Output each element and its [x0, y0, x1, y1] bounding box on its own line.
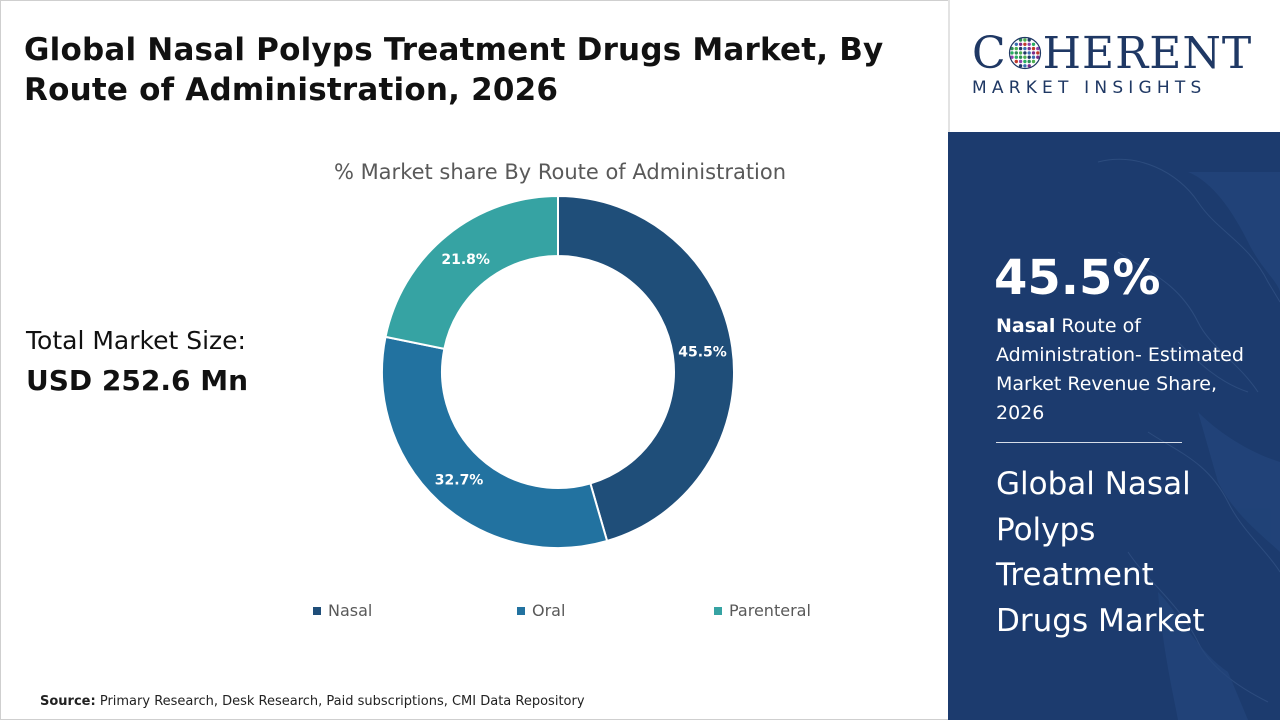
market-name: Global Nasal Polyps Treatment Drugs Mark…	[996, 466, 1205, 639]
highlight-description: Nasal Route of Administration- Estimated…	[996, 312, 1266, 428]
legend-swatch	[714, 606, 722, 615]
source-text: Primary Research, Desk Research, Paid su…	[99, 694, 585, 709]
legend-item-parenteral: Parenteral	[714, 601, 811, 620]
legend-swatch	[517, 606, 525, 615]
info-panel: C HERENT MARKET INSIGHTS 45.5% Nasal Rout…	[948, 0, 1280, 720]
page-title: Global Nasal Polyps Treatment Drugs Mark…	[24, 32, 884, 108]
source-note: Source: Primary Research, Desk Research,…	[40, 694, 585, 709]
logo-letters-herent: HERENT	[1042, 28, 1253, 79]
legend-label: Nasal	[328, 601, 373, 620]
highlight-segment-name: Nasal	[996, 315, 1056, 337]
source-label: Source:	[40, 694, 96, 709]
divider-line	[996, 442, 1182, 443]
logo-wordmark: C HERENT	[972, 30, 1252, 78]
logo-globe-icon	[1008, 36, 1041, 70]
logo-letter-c: C	[972, 28, 1007, 79]
legend-label: Parenteral	[729, 601, 811, 620]
donut-label-nasal: 45.5%	[678, 344, 727, 360]
brand-logo: C HERENT MARKET INSIGHTS	[948, 0, 1280, 132]
total-market-size-value: USD 252.6 Mn	[26, 364, 249, 397]
legend-item-oral: Oral	[517, 601, 565, 620]
donut-slice-parenteral	[384, 194, 559, 351]
legend-item-nasal: Nasal	[313, 601, 372, 620]
total-market-size-label: Total Market Size:	[26, 326, 246, 355]
logo-tagline: MARKET INSIGHTS	[972, 78, 1207, 98]
highlight-panel: 45.5% Nasal Route of Administration- Est…	[948, 132, 1280, 720]
donut-label-parenteral: 21.8%	[441, 252, 490, 268]
donut-slice-nasal	[557, 194, 735, 543]
world-map-decoration	[1097, 158, 1280, 720]
legend-swatch	[313, 606, 321, 615]
donut-slice-oral	[381, 335, 609, 549]
donut-label-oral: 32.7%	[435, 472, 484, 488]
highlight-description-rest: Route of Administration- Estimated Marke…	[996, 315, 1244, 424]
legend-label: Oral	[532, 601, 566, 620]
chart-title: % Market share By Route of Administratio…	[333, 160, 787, 184]
highlight-percentage: 45.5%	[994, 250, 1161, 306]
donut-chart: 45.5% 32.7% 21.8%	[381, 194, 735, 549]
chart-legend: Nasal Oral Parenteral	[0, 601, 948, 623]
